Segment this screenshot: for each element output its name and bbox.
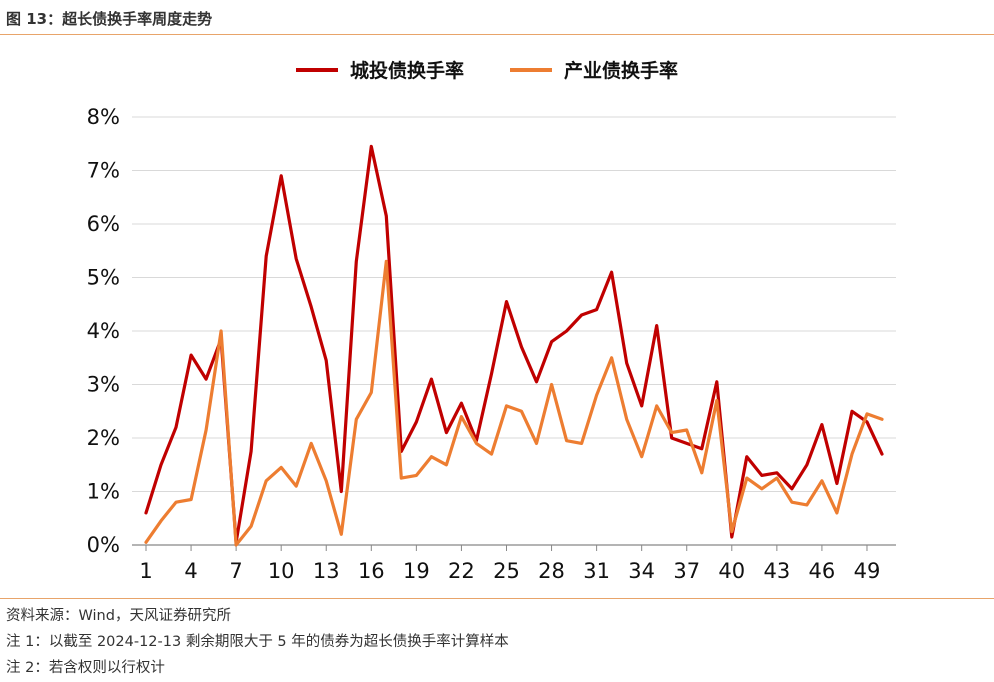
x-tick-label: 7 <box>229 559 242 583</box>
x-tick-label: 19 <box>403 559 430 583</box>
x-tick-label: 13 <box>313 559 340 583</box>
x-tick-label: 37 <box>673 559 700 583</box>
series-lines <box>144 144 884 547</box>
y-tick-label: 3% <box>87 373 120 397</box>
x-tick-label: 25 <box>493 559 520 583</box>
y-tick-label: 4% <box>87 319 120 343</box>
y-axis-ticks: 0% 1% 2% 3% 4% 5% 6% 7% 8% <box>87 105 120 557</box>
x-tick-label: 28 <box>538 559 565 583</box>
x-tick-label: 22 <box>448 559 475 583</box>
footnote-1: 注 1：以截至 2024-12-13 剩余期限大于 5 年的债券为超长债换手率计… <box>6 634 509 650</box>
x-tick-label: 43 <box>763 559 790 583</box>
figure-title: 图 13：超长债换手率周度走势 <box>6 10 213 28</box>
x-tick-label: 16 <box>358 559 385 583</box>
legend-label-1: 城投债换手率 <box>350 59 464 82</box>
x-tick-label: 49 <box>854 559 881 583</box>
y-tick-label: 6% <box>87 212 120 236</box>
y-tick-label: 1% <box>87 480 120 504</box>
series-line-2 <box>144 259 884 547</box>
y-tick-label: 0% <box>87 533 120 557</box>
y-gridlines <box>132 116 896 492</box>
x-tick-label: 34 <box>628 559 655 583</box>
x-tick-label: 1 <box>139 559 152 583</box>
source-note: 资料来源：Wind，天风证券研究所 <box>6 608 231 624</box>
title-divider <box>0 34 994 35</box>
notes-divider <box>0 598 994 599</box>
y-tick-label: 8% <box>87 105 120 129</box>
x-tick-label: 4 <box>184 559 197 583</box>
line-chart: 城投债换手率 产业债换手率 0%1%2%3%4%5%6%7%8% 1 4 7 10 13 1… <box>87 59 896 583</box>
x-tick-label: 46 <box>809 559 836 583</box>
x-tick-label: 40 <box>718 559 745 583</box>
legend-label-2: 产业债换手率 <box>564 59 678 82</box>
x-axis: 1 4 7 10 13 16 19 22 25 28 31 34 37 40 43 46 49 <box>132 544 896 583</box>
y-tick-label: 7% <box>87 159 120 183</box>
y-tick-label: 2% <box>87 426 120 450</box>
chart-legend: 城投债换手率 产业债换手率 <box>296 59 678 82</box>
series-line-1 <box>144 144 884 544</box>
x-tick-label: 31 <box>583 559 610 583</box>
notes-block: 资料来源：Wind，天风证券研究所 注 1：以截至 2024-12-13 剩余期… <box>6 603 509 681</box>
y-tick-label: 5% <box>87 266 120 290</box>
x-tick-label: 10 <box>268 559 295 583</box>
footnote-2: 注 2：若含权则以行权计 <box>6 660 165 676</box>
